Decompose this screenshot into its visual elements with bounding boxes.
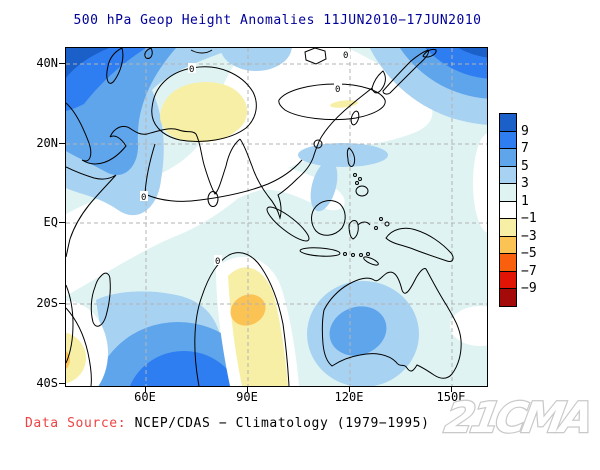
svg-text:0: 0: [189, 65, 194, 75]
x-tick: [247, 386, 248, 392]
svg-text:0: 0: [215, 257, 220, 267]
y-axis-label-20n: 20N: [36, 136, 58, 150]
colorbar-cell: [499, 235, 517, 254]
y-axis-label-40s: 40S: [36, 376, 58, 390]
philippine-band-positive: [298, 143, 388, 212]
chart-title: 500 hPa Geop Height Anomalies 11JUN2010−…: [73, 13, 482, 28]
x-axis-label-120e: 120E: [334, 390, 364, 404]
watermark-text: 21CMA: [441, 393, 594, 442]
x-axis-label-150e: 150E: [436, 390, 466, 404]
x-axis-label-60e: 60E: [134, 390, 156, 404]
data-source-label: Data Source:: [25, 416, 127, 431]
grid-lines: [66, 48, 487, 386]
northeast-positive-anomaly: [369, 48, 487, 125]
colorbar-label: −7: [521, 263, 537, 279]
colorbar-label: 3: [521, 176, 529, 191]
white-anomaly-regions: [66, 48, 487, 346]
australia-positive-anomaly: [307, 281, 419, 386]
y-tick: [59, 383, 65, 384]
colorbar-cell: [499, 165, 517, 184]
x-tick: [349, 386, 350, 392]
colorbar-cell: [499, 113, 517, 132]
svg-text:0: 0: [335, 85, 340, 95]
colorbar-label: −5: [521, 246, 537, 261]
x-tick: [145, 386, 146, 392]
colorbar-cell: [499, 253, 517, 272]
colorbar-cell: [499, 183, 517, 202]
y-tick: [59, 303, 65, 304]
colorbar: [499, 113, 517, 307]
y-axis-label-20s: 20S: [36, 296, 58, 310]
coastlines: [66, 48, 462, 379]
data-source-text: NCEP/CDAS − Climatology (1979−1995): [134, 416, 430, 431]
map-frame: 0 0 0 0 0: [65, 47, 488, 387]
zero-contour-labels: 0 0 0 0 0: [140, 49, 350, 267]
svg-text:0: 0: [141, 193, 146, 203]
colorbar-cell: [499, 200, 517, 219]
colorbar-label: −3: [521, 228, 537, 244]
colorbar-label: −9: [521, 281, 537, 296]
indian-ocean-negative-anomaly: [216, 256, 299, 386]
colorbar-cell: [499, 130, 517, 149]
south-indian-positive-anomaly: [95, 291, 261, 386]
colorbar-label: 7: [521, 141, 529, 156]
colorbar-cell: [499, 288, 517, 307]
colorbar-label: 9: [521, 123, 529, 139]
y-tick: [59, 143, 65, 144]
y-tick: [59, 63, 65, 64]
watermark-logo: 21CMA: [440, 392, 596, 443]
colorbar-cell: [499, 218, 517, 237]
central-asia-negative-anomaly: [160, 82, 358, 143]
footer: Data Source: NCEP/CDAS − Climatology (19…: [25, 416, 430, 431]
colorbar-cell: [499, 270, 517, 289]
colorbar-label: 1: [521, 193, 529, 209]
northwest-positive-anomaly: [66, 48, 292, 216]
svg-text:0: 0: [343, 51, 348, 61]
zero-contour-lines: [66, 48, 386, 386]
y-tick: [59, 222, 65, 223]
colorbar-cell: [499, 148, 517, 167]
colorbar-label: 5: [521, 158, 529, 174]
x-axis-label-90e: 90E: [236, 390, 258, 404]
colorbar-label: −1: [521, 211, 537, 226]
anomaly-map: 0 0 0 0 0: [66, 48, 487, 386]
x-tick: [451, 386, 452, 392]
y-axis-label-40n: 40N: [36, 56, 58, 70]
y-axis-label-eq: EQ: [43, 215, 58, 229]
